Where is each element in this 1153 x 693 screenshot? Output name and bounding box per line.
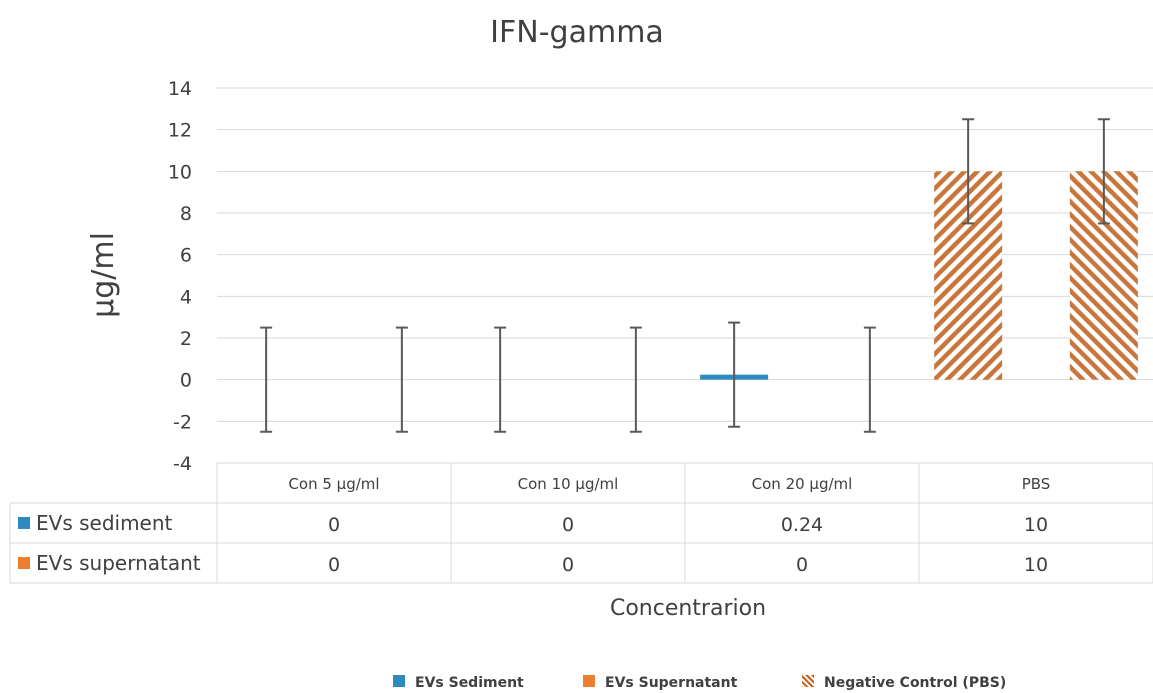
- data-label: 0: [328, 554, 340, 576]
- category-label: Con 20 µg/ml: [752, 475, 853, 493]
- legend-swatch: [802, 675, 814, 687]
- data-label: 10: [1024, 514, 1048, 536]
- y-tick-label: 2: [180, 328, 192, 350]
- legend-swatch: [583, 675, 595, 687]
- data-label: 0: [796, 554, 808, 576]
- legend-label: EVs Sediment: [415, 675, 524, 691]
- data-label: 0: [562, 554, 574, 576]
- y-tick-label: -4: [173, 453, 192, 475]
- series-label: EVs sediment: [36, 511, 173, 535]
- y-tick-label: -2: [173, 411, 192, 433]
- series-key: [18, 517, 30, 529]
- data-label: 10: [1024, 554, 1048, 576]
- y-axis-label: µg/ml: [86, 232, 121, 318]
- y-tick-label: 10: [168, 161, 192, 183]
- y-tick-label: 12: [168, 120, 192, 142]
- data-label: 0: [328, 514, 340, 536]
- series-key: [18, 557, 30, 569]
- category-label: PBS: [1022, 475, 1051, 493]
- legend-label: EVs Supernatant: [605, 675, 738, 691]
- series-label: EVs supernatant: [36, 551, 201, 575]
- data-label: 0: [562, 514, 574, 536]
- category-label: Con 10 µg/ml: [518, 475, 619, 493]
- x-axis-label: Concentrarion: [610, 596, 766, 621]
- y-tick-label: 6: [180, 245, 192, 267]
- y-tick-label: 14: [168, 78, 192, 100]
- legend-label: Negative Control (PBS): [824, 675, 1006, 691]
- y-tick-label: 0: [180, 370, 192, 392]
- y-tick-label: 4: [180, 286, 192, 308]
- data-label: 0.24: [781, 514, 823, 536]
- chart-title: IFN-gamma: [490, 15, 664, 50]
- y-tick-label: 8: [180, 203, 192, 225]
- legend-swatch: [393, 675, 405, 687]
- category-label: Con 5 µg/ml: [288, 475, 379, 493]
